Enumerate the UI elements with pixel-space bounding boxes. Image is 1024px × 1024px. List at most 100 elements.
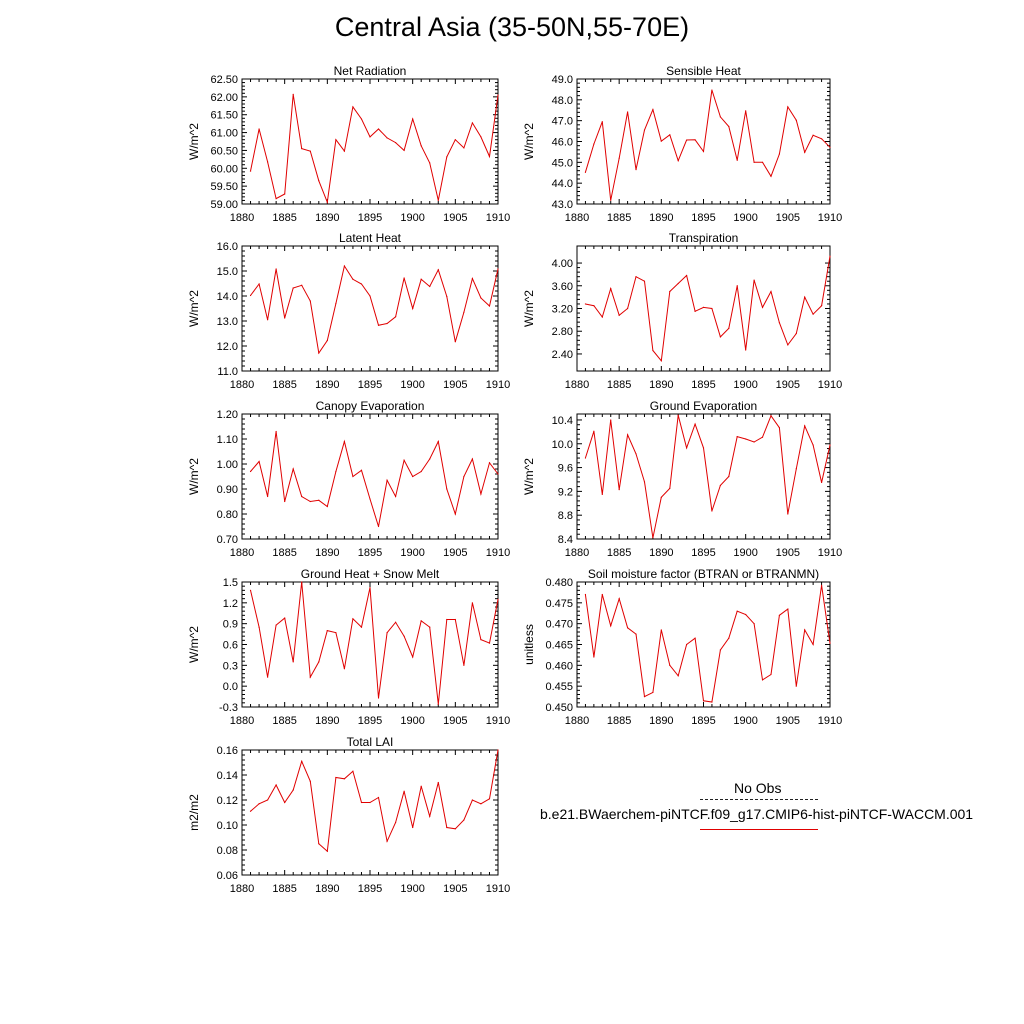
data-point [820,481,823,484]
data-point [403,149,405,152]
y-tick-label: 3.20 [552,304,573,316]
x-tick-label: 1900 [400,379,424,391]
series-line [584,414,831,538]
page-title: Central Asia (35-50N,55-70E) [334,12,690,42]
x-tick-label: 1910 [486,212,510,224]
data-point [454,513,456,515]
data-point [711,510,713,512]
y-axis-label: W/m^2 [187,290,201,327]
data-point [249,470,252,473]
data-point [471,602,473,604]
data-point [352,475,354,478]
y-tick-label: 43.0 [552,199,573,211]
data-point [446,295,448,298]
data-point [795,332,797,335]
chart-canopy-evaporation: 1880 1885 1890 1895 1900 1905 1910 0.70 0.80 0.90… [187,399,510,559]
data-point [301,581,303,583]
data-point [694,310,696,312]
x-tick-label: 1885 [607,212,631,224]
data-point [284,500,286,503]
data-point [753,279,755,281]
y-tick-label: 16.0 [217,241,238,253]
y-tick-label: -0.3 [219,702,238,714]
data-point [643,280,646,282]
data-point [652,109,654,111]
data-point [702,306,705,308]
data-point [454,618,456,621]
data-point [652,537,654,539]
data-point [446,618,448,621]
data-point [454,139,456,141]
y-tick-label: 45.0 [552,157,573,169]
data-point [395,141,397,144]
y-tick-label: 10.4 [552,415,573,427]
data-point [318,499,320,501]
data-point [292,468,294,470]
data-point [643,695,646,698]
data-point [677,282,679,285]
series-line [250,581,499,705]
chart-net-radiation: 1880 1885 1890 1895 1900 1905 1910 59.00 59.50 60… [187,64,510,224]
x-tick-label: 1890 [649,715,673,727]
data-point [812,643,814,646]
data-point [395,821,397,824]
x-tick-label: 1900 [733,212,757,224]
data-point [677,160,679,162]
x-tick-label: 1910 [486,883,510,895]
data-point [627,111,629,113]
data-point [480,803,482,805]
data-point [335,632,337,634]
data-point [770,290,772,293]
data-point [829,444,831,446]
series-line [250,431,499,527]
data-point [635,169,637,171]
data-point [267,161,269,163]
data-point [267,676,269,678]
data-point [258,283,260,285]
x-tick-label: 1905 [443,547,467,559]
data-point [627,434,629,436]
y-tick-label: 1.20 [217,409,238,421]
chart-soil-moisture-factor-btran-or-btranmn: 1880 1885 1890 1895 1900 1905 1910 0.450 0.455 0.… [522,567,842,727]
data-point [593,143,595,145]
x-tick-label: 1895 [358,212,382,224]
data-point [412,307,414,310]
x-tick-label: 1895 [358,379,382,391]
data-point [795,119,797,121]
data-point [719,649,721,651]
x-tick-label: 1885 [607,547,631,559]
data-point [820,138,823,140]
data-point [497,94,499,96]
x-tick-label: 1885 [607,379,631,391]
data-point [471,277,473,280]
data-point [584,303,587,305]
data-point [753,441,755,443]
series-line [584,585,831,703]
data-point [745,110,747,112]
chart-sensible-heat: 1880 1885 1890 1895 1900 1905 1910 43.0 44.0 45.0… [522,64,842,224]
data-point [429,626,431,628]
data-point [660,629,662,631]
y-tick-label: 1.10 [217,434,238,446]
data-point [309,676,311,678]
data-point [593,656,595,658]
data-point [343,440,345,443]
data-point [360,283,363,285]
data-point [429,458,431,460]
y-axis-label: W/m^2 [187,626,201,663]
data-point [497,598,499,600]
data-point [795,468,797,470]
y-tick-label: 3.60 [552,281,573,293]
chart-title: Ground Heat + Snow Melt [301,567,440,581]
y-tick-label: 1.2 [223,598,238,610]
data-point [584,593,587,596]
y-tick-label: 44.0 [552,178,573,190]
data-point [386,632,388,634]
data-point [812,313,814,315]
data-point [787,344,789,346]
data-point [627,307,629,310]
plot-frame [241,749,499,876]
y-axis-label: W/m^2 [187,458,201,495]
y-tick-label: 0.10 [217,820,238,832]
data-point [463,311,465,313]
